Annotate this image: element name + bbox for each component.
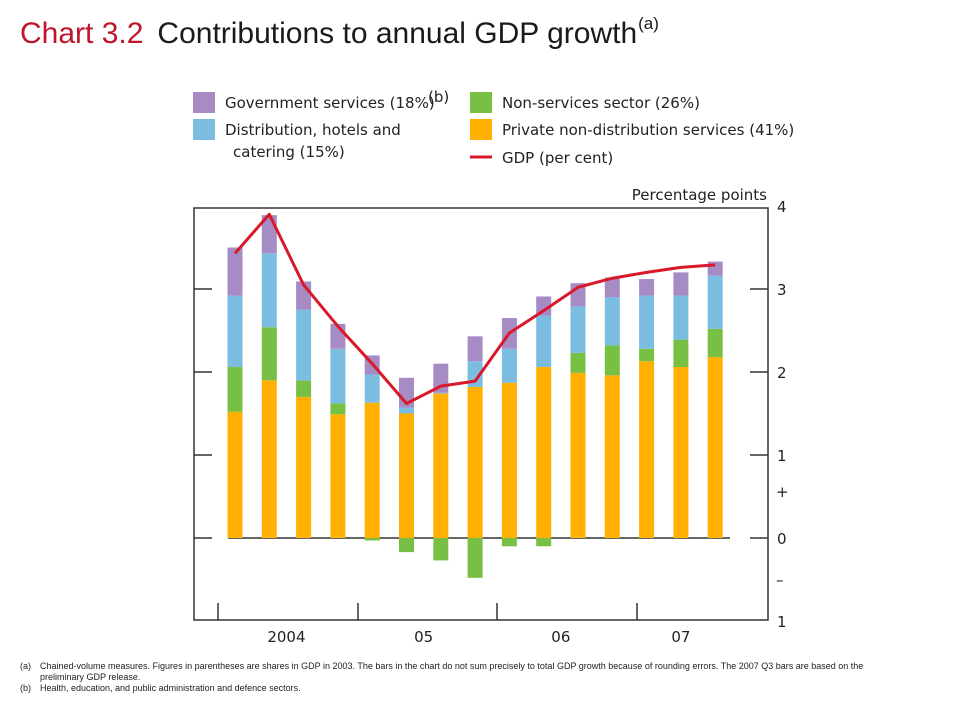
- bar-segment: [536, 538, 552, 547]
- y-tick-label: 0: [777, 530, 787, 548]
- bar-segment: [296, 309, 312, 381]
- bar-segment: [673, 272, 689, 296]
- legend: Government services (18%)(b) Distribution…: [193, 88, 794, 167]
- bar-segment: [467, 336, 483, 362]
- gdp-line-layer: [233, 212, 716, 406]
- bar-segment: [261, 327, 277, 381]
- bar-segment: [707, 357, 723, 538]
- legend-label: Distribution, hotels and: [225, 121, 401, 139]
- chart-title-text: Contributions to annual GDP growth: [157, 17, 638, 50]
- bars-layer: [227, 215, 723, 578]
- bar-segment: [261, 380, 277, 538]
- title-note-marker: (a): [638, 14, 659, 33]
- bar-segment: [330, 414, 346, 538]
- bar-segment: [570, 306, 586, 353]
- footnote-a: (a) Chained-volume measures. Figures in …: [20, 661, 900, 683]
- bar-segment: [707, 275, 723, 329]
- bar-segment: [639, 279, 655, 296]
- bar-segment: [604, 375, 620, 538]
- y-negative-sign: –: [776, 571, 784, 589]
- legend-swatch: [193, 92, 215, 113]
- y-tick-label: 4: [777, 198, 787, 216]
- bar-segment: [296, 396, 312, 538]
- bar-segment: [330, 348, 346, 404]
- bar-segment: [399, 413, 414, 538]
- x-group-label: 05: [414, 628, 433, 646]
- chart-number: Chart 3.2: [20, 17, 144, 50]
- bar-segment: [296, 380, 312, 397]
- bar-segment: [570, 372, 586, 538]
- bar-segment: [673, 367, 689, 538]
- y-tick-label: 1: [777, 447, 787, 465]
- bar-segment: [433, 538, 449, 561]
- bar-segment: [467, 386, 483, 538]
- footnote-text: Chained-volume measures. Figures in pare…: [40, 661, 864, 682]
- y-tick-label: 3: [777, 281, 787, 299]
- bar-segment: [707, 261, 723, 276]
- gdp-contributions-chart: Government services (18%)(b) Distribution…: [193, 88, 794, 646]
- y-axis: 4 3 2 1 0 1 + –: [194, 198, 789, 631]
- legend-swatch: [470, 92, 492, 113]
- bar-segment: [399, 538, 414, 553]
- bar-segment: [673, 295, 689, 340]
- chart-title: Chart 3.2 Contributions to annual GDP gro…: [20, 14, 659, 51]
- plot-border: [193, 207, 769, 621]
- legend-swatch: [470, 119, 492, 140]
- footnote-b: (b) Health, education, and public admini…: [20, 683, 900, 694]
- bar-segment: [673, 339, 689, 368]
- legend-label-continued: catering (15%): [233, 143, 345, 161]
- legend-label: Government services (18%): [225, 94, 435, 112]
- bar-segment: [433, 392, 449, 394]
- y-tick-label: 1: [777, 613, 787, 631]
- bar-segment: [536, 315, 552, 368]
- bar-segment: [227, 411, 243, 538]
- bar-segment: [501, 348, 517, 383]
- legend-swatch: [193, 119, 215, 140]
- legend-label: Non-services sector (26%): [502, 94, 700, 112]
- footnote-marker: (a): [20, 661, 31, 671]
- bar-segment: [501, 538, 517, 547]
- bar-segment: [604, 297, 620, 346]
- bar-segment: [501, 382, 517, 538]
- bar-segment: [639, 295, 655, 349]
- bar-segment: [570, 352, 586, 373]
- footnote-text: Health, education, and public administra…: [40, 683, 301, 693]
- bar-segment: [261, 253, 277, 328]
- bar-segment: [604, 345, 620, 376]
- footnotes: (a) Chained-volume measures. Figures in …: [20, 661, 900, 694]
- y-axis-label: Percentage points: [632, 186, 767, 204]
- footnote-marker: (b): [20, 683, 31, 693]
- bar-segment: [330, 403, 346, 415]
- bar-segment: [604, 277, 620, 298]
- bar-segment: [707, 328, 723, 358]
- x-group-label: 07: [671, 628, 690, 646]
- x-axis: 2004 05 06 07: [217, 603, 690, 646]
- bar-segment: [227, 247, 243, 296]
- y-tick-label: 2: [777, 364, 787, 382]
- y-positive-sign: +: [776, 483, 789, 501]
- bar-segment: [433, 393, 449, 538]
- bar-segment: [364, 402, 380, 538]
- legend-label: Private non-distribution services (41%): [502, 121, 794, 139]
- gdp-line: [233, 212, 716, 406]
- legend-note-marker: (b): [428, 88, 449, 106]
- bar-segment: [364, 538, 380, 541]
- bar-segment: [227, 367, 243, 412]
- bar-segment: [467, 538, 483, 578]
- bar-segment: [227, 295, 243, 368]
- bar-segment: [639, 361, 655, 538]
- bar-segment: [639, 348, 655, 362]
- bar-segment: [399, 407, 414, 414]
- bar-segment: [536, 367, 552, 538]
- legend-label: GDP (per cent): [502, 149, 613, 167]
- x-group-label: 06: [551, 628, 570, 646]
- bar-segment: [536, 296, 552, 316]
- bar-segment: [364, 374, 380, 403]
- x-group-label: 2004: [267, 628, 305, 646]
